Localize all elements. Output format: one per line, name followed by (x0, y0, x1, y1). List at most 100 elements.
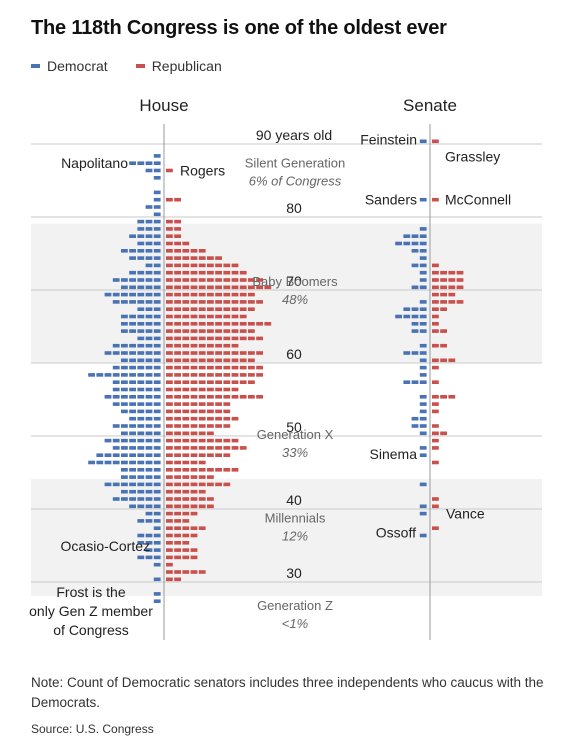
senate-republican-mark-45-0 (432, 460, 439, 465)
house-democrat-mark-54-1 (145, 395, 153, 399)
house-democrat-mark-45-5 (112, 460, 120, 465)
house-republican-mark-51-8 (231, 416, 239, 421)
annotation-sinema: Sinema (370, 446, 418, 462)
house-republican-mark-40-5 (207, 497, 214, 501)
house-republican-mark-33-3 (190, 548, 198, 552)
house-democrat-mark-45-8 (88, 460, 95, 465)
house-republican-mark-51-5 (207, 416, 214, 421)
senate-democrat-mark-51-0 (419, 416, 427, 421)
house-republican-mark-60-4 (198, 351, 206, 355)
senate-democrat-mark-50-0 (419, 424, 427, 428)
house-democrat-mark-48-4 (121, 438, 128, 443)
house-republican-mark-30-2 (182, 570, 190, 574)
house-republican-mark-37-1 (174, 519, 181, 523)
house-democrat-mark-56-3 (129, 380, 136, 384)
annotation-frost-line-1: only Gen Z member (29, 603, 153, 619)
house-republican-mark-55-5 (207, 387, 214, 392)
house-republican-mark-59-3 (190, 358, 198, 363)
house-republican-mark-70-0 (166, 278, 173, 282)
house-democrat-mark-81-0 (153, 197, 161, 202)
house-republican-mark-73-5 (207, 256, 214, 260)
house-republican-mark-53-5 (207, 402, 214, 406)
house-democrat-mark-35-0 (153, 533, 161, 538)
house-democrat-mark-74-1 (145, 249, 153, 253)
senate-democrat-mark-56-0 (419, 380, 427, 384)
senate-democrat-mark-89-0 (419, 139, 427, 144)
house-republican-mark-32-0 (166, 555, 173, 560)
house-republican-mark-70-1 (174, 278, 181, 282)
senate-republican-mark-66-1 (440, 307, 447, 311)
house-republican-mark-72-5 (207, 263, 214, 268)
house-republican-mark-50-7 (223, 424, 231, 428)
senate-republican-mark-58-0 (432, 365, 439, 370)
house-democrat-mark-67-5 (112, 300, 120, 304)
house-democrat-mark-80-0 (153, 205, 161, 209)
house-republican-mark-29-0 (166, 577, 173, 582)
house-republican-mark-73-3 (190, 256, 198, 260)
house-republican-mark-47-1 (174, 446, 181, 450)
house-democrat-mark-58-4 (121, 365, 128, 370)
senate-republican-mark-59-2 (448, 358, 456, 363)
house-democrat-mark-47-5 (112, 446, 120, 450)
house-republican-mark-71-4 (198, 270, 206, 275)
house-republican-mark-58-9 (239, 365, 247, 370)
house-democrat-mark-42-3 (129, 482, 136, 487)
house-democrat-mark-27-0 (153, 592, 161, 596)
senate-republican-mark-71-1 (440, 270, 447, 275)
house-democrat-mark-57-5 (112, 373, 120, 377)
house-republican-mark-60-1 (174, 351, 181, 355)
senate-democrat-mark-75-3 (395, 241, 402, 246)
house-democrat-mark-77-0 (153, 227, 161, 231)
senate-republican-mark-47-0 (432, 446, 439, 450)
house-democrat-mark-78-0 (153, 219, 161, 224)
house-democrat-mark-46-5 (112, 453, 120, 457)
house-republican-mark-68-5 (207, 292, 214, 297)
house-republican-mark-71-5 (207, 270, 214, 275)
house-democrat-mark-37-1 (145, 519, 153, 523)
house-republican-mark-56-2 (182, 380, 190, 384)
house-republican-mark-39-2 (182, 504, 190, 509)
house-republican-mark-67-1 (174, 300, 181, 304)
house-republican-mark-41-0 (166, 489, 173, 494)
house-republican-mark-51-0 (166, 416, 173, 421)
house-republican-mark-65-0 (166, 314, 173, 319)
house-democrat-mark-85-1 (145, 168, 153, 173)
house-republican-mark-76-1 (174, 234, 181, 238)
house-republican-mark-63-4 (198, 329, 206, 333)
house-democrat-mark-33-1 (145, 548, 153, 552)
house-democrat-mark-37-2 (137, 519, 145, 523)
house-republican-mark-54-1 (174, 395, 181, 399)
house-republican-mark-49-0 (166, 431, 173, 436)
house-republican-mark-48-5 (207, 438, 214, 443)
house-republican-mark-75-0 (166, 241, 173, 246)
house-democrat-mark-31-0 (153, 562, 161, 567)
house-republican-mark-42-4 (198, 482, 206, 487)
house-republican-mark-66-0 (166, 307, 173, 311)
senate-democrat-mark-46-0 (419, 453, 427, 457)
house-democrat-mark-48-3 (129, 438, 136, 443)
house-democrat-mark-57-4 (121, 373, 128, 377)
house-republican-mark-50-1 (174, 424, 181, 428)
senate-republican-mark-54-0 (432, 395, 439, 399)
house-republican-mark-56-0 (166, 380, 173, 384)
house-democrat-mark-44-2 (137, 468, 145, 472)
house-republican-mark-54-5 (207, 395, 214, 399)
house-republican-mark-33-2 (182, 548, 190, 552)
senate-republican-mark-71-3 (456, 270, 464, 275)
house-democrat-mark-63-2 (137, 329, 145, 333)
house-republican-mark-63-5 (207, 329, 214, 333)
house-republican-mark-30-3 (190, 570, 198, 574)
house-democrat-mark-42-5 (112, 482, 120, 487)
house-republican-mark-60-9 (239, 351, 247, 355)
house-republican-mark-49-1 (174, 431, 181, 436)
house-democrat-mark-76-1 (145, 234, 153, 238)
house-democrat-mark-53-3 (129, 402, 136, 406)
house-republican-mark-59-7 (223, 358, 231, 363)
house-republican-mark-43-3 (190, 475, 198, 479)
house-republican-mark-61-4 (198, 343, 206, 348)
house-democrat-mark-58-5 (112, 365, 120, 370)
house-republican-mark-47-2 (182, 446, 190, 450)
house-republican-mark-57-11 (256, 373, 263, 377)
house-republican-mark-48-6 (215, 438, 222, 443)
house-republican-mark-54-4 (198, 395, 206, 399)
